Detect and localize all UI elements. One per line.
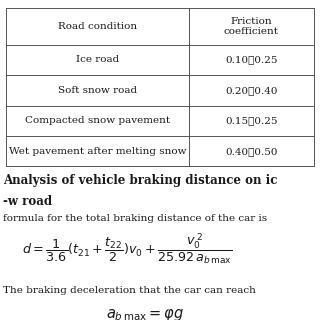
Text: $a_{b\,\mathrm{max}} = \varphi g$: $a_{b\,\mathrm{max}} = \varphi g$ bbox=[106, 307, 184, 320]
Text: $d = \dfrac{1}{3.6}(t_{21} + \dfrac{t_{22}}{2})v_0 + \dfrac{v_0^{\,2}}{25.92\,a_: $d = \dfrac{1}{3.6}(t_{21} + \dfrac{t_{2… bbox=[22, 232, 233, 267]
Text: Soft snow road: Soft snow road bbox=[58, 86, 137, 95]
Text: formula for the total braking distance of the car is: formula for the total braking distance o… bbox=[3, 214, 267, 223]
Text: Road condition: Road condition bbox=[58, 22, 137, 31]
Text: 0.20～0.40: 0.20～0.40 bbox=[225, 86, 278, 95]
Text: -w road: -w road bbox=[3, 195, 52, 208]
Text: 0.15～0.25: 0.15～0.25 bbox=[225, 116, 278, 125]
Text: Compacted snow pavement: Compacted snow pavement bbox=[25, 116, 170, 125]
Text: 0.10～0.25: 0.10～0.25 bbox=[225, 55, 278, 65]
Text: Ice road: Ice road bbox=[76, 55, 119, 65]
Text: Wet pavement after melting snow: Wet pavement after melting snow bbox=[9, 147, 187, 156]
Text: 0.40～0.50: 0.40～0.50 bbox=[225, 147, 278, 156]
Text: Friction
coefficient: Friction coefficient bbox=[224, 17, 279, 36]
Text: Analysis of vehicle braking distance on ic: Analysis of vehicle braking distance on … bbox=[3, 174, 277, 188]
Text: The braking deceleration that the car can reach: The braking deceleration that the car ca… bbox=[3, 286, 256, 295]
